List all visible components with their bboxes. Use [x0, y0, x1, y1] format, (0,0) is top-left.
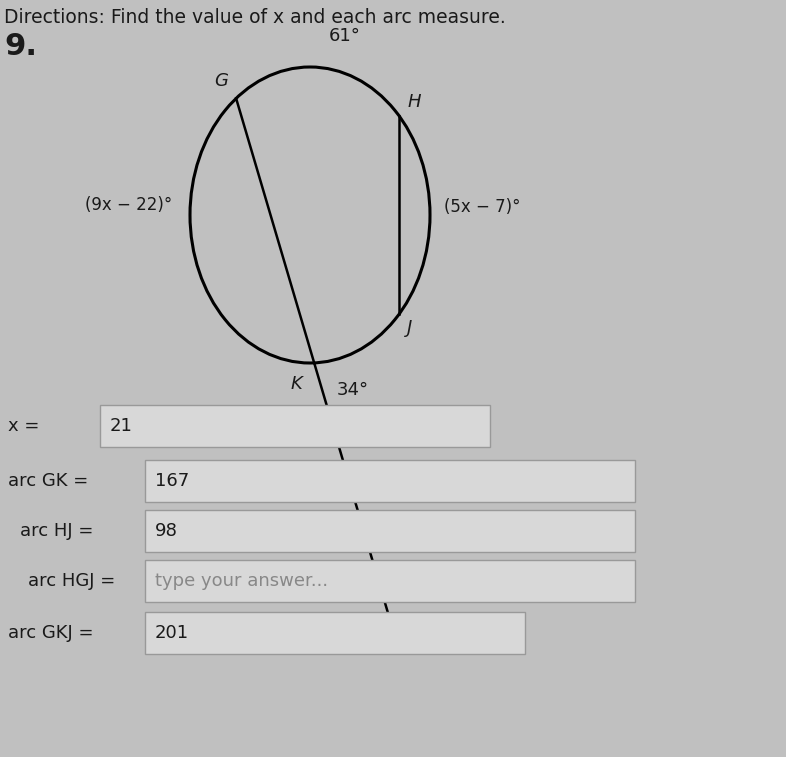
Text: L: L — [377, 640, 387, 658]
FancyBboxPatch shape — [145, 510, 635, 552]
Text: arc HJ =: arc HJ = — [20, 522, 94, 540]
Text: 98: 98 — [155, 522, 178, 540]
Text: 34°: 34° — [336, 381, 369, 399]
Text: (5x − 7)°: (5x − 7)° — [444, 198, 520, 216]
Text: arc GK =: arc GK = — [8, 472, 88, 490]
Text: J: J — [407, 319, 413, 337]
FancyBboxPatch shape — [100, 405, 490, 447]
Text: 9.: 9. — [4, 32, 37, 61]
Text: arc GKJ =: arc GKJ = — [8, 624, 94, 642]
Text: H: H — [407, 93, 421, 111]
Text: K: K — [291, 375, 302, 393]
Text: arc HGJ =: arc HGJ = — [28, 572, 116, 590]
Text: 201: 201 — [155, 624, 189, 642]
Text: 21: 21 — [110, 417, 133, 435]
Text: Directions: Find the value of x and each arc measure.: Directions: Find the value of x and each… — [4, 8, 505, 27]
Text: 61°: 61° — [329, 27, 361, 45]
Text: G: G — [214, 73, 228, 90]
FancyBboxPatch shape — [145, 560, 635, 602]
Text: 167: 167 — [155, 472, 189, 490]
Text: x =: x = — [8, 417, 39, 435]
Text: (9x − 22)°: (9x − 22)° — [85, 196, 172, 214]
FancyBboxPatch shape — [145, 460, 635, 502]
FancyBboxPatch shape — [145, 612, 525, 654]
Text: type your answer...: type your answer... — [155, 572, 328, 590]
